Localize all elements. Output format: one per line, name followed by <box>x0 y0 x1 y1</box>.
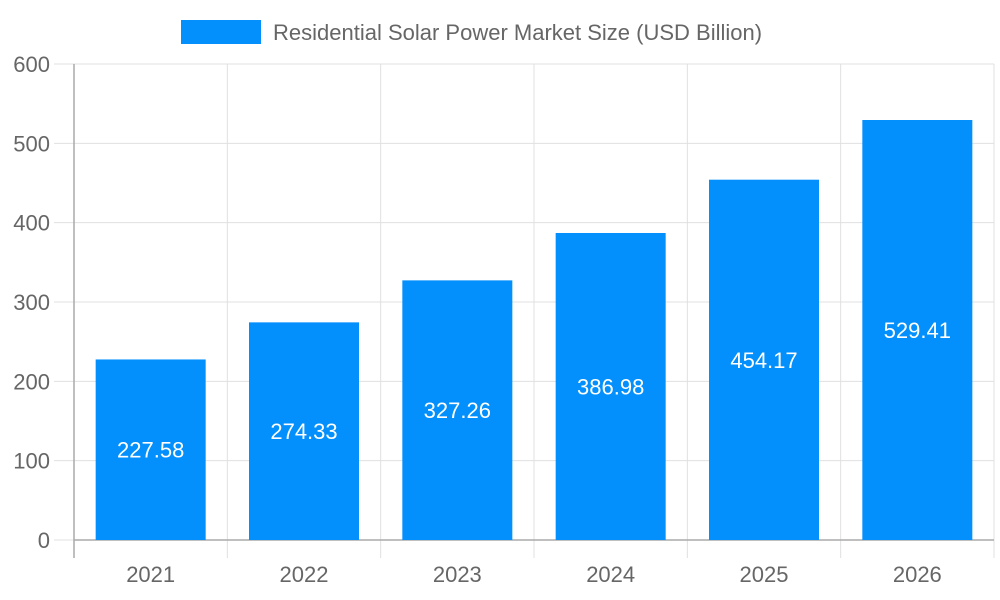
bar <box>555 232 666 541</box>
y-tick-label: 0 <box>38 528 50 553</box>
bar <box>862 120 973 540</box>
x-tick-label: 2021 <box>126 562 175 587</box>
y-tick-label: 100 <box>13 449 50 474</box>
bar <box>95 359 206 540</box>
y-tick-label: 400 <box>13 211 50 236</box>
x-tick-label: 2022 <box>280 562 329 587</box>
y-tick-label: 600 <box>13 52 50 77</box>
x-tick-label: 2026 <box>893 562 942 587</box>
bar <box>402 280 513 540</box>
y-axis-ticks: 0 100 200 300 400 500 600 <box>13 52 50 553</box>
bars: 227.58 274.33 327.26 386.98 454.17 529.41 <box>95 120 973 541</box>
data-label: 227.58 <box>117 438 184 463</box>
data-label: 529.41 <box>884 318 951 343</box>
y-tick-label: 500 <box>13 131 50 156</box>
x-tick-label: 2024 <box>586 562 635 587</box>
bar <box>249 322 359 540</box>
x-tick-label: 2025 <box>740 562 789 587</box>
y-tick-label: 200 <box>13 369 50 394</box>
grid <box>54 63 995 558</box>
data-label: 454.17 <box>730 348 797 373</box>
legend-swatch <box>181 20 261 44</box>
y-tick-label: 300 <box>13 290 50 315</box>
data-label: 274.33 <box>270 419 337 444</box>
bar <box>709 179 819 540</box>
x-axis-ticks: 2021 2022 2023 2024 2025 2026 <box>126 562 942 587</box>
data-label: 327.26 <box>424 398 491 423</box>
legend-label: Residential Solar Power Market Size (USD… <box>273 20 762 45</box>
legend[interactable]: Residential Solar Power Market Size (USD… <box>181 20 762 45</box>
x-tick-label: 2023 <box>433 562 482 587</box>
data-label: 386.98 <box>577 374 644 399</box>
